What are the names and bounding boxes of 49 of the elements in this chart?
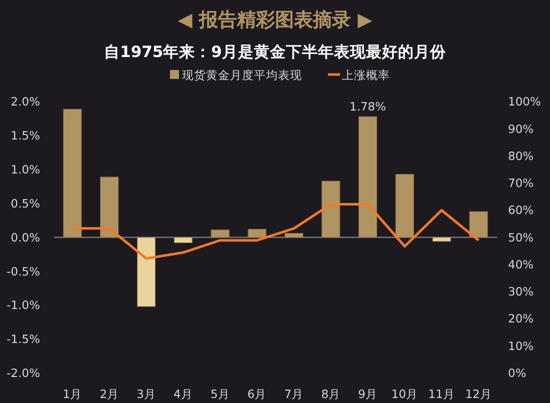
x-tick-label: 2月 [100, 387, 120, 401]
bar [322, 180, 340, 238]
y2-tick-label: 80% [508, 148, 534, 163]
y-tick-label: -1.0% [6, 298, 40, 312]
chart-subtitle: 自1975年来：9月是黄金下半年表现最好的月份 [104, 43, 447, 61]
bar [284, 232, 304, 238]
x-tick-label: 8月 [321, 387, 341, 401]
y-tick-label: -0.5% [6, 264, 40, 278]
bar [136, 237, 156, 307]
y-tick-label: -2.0% [6, 366, 40, 380]
bar [395, 174, 414, 238]
x-tick-label: 12月 [465, 387, 492, 401]
bar [100, 176, 119, 238]
bar [63, 108, 82, 238]
x-tick-label: 5月 [210, 387, 230, 401]
y2-tick-label: 70% [508, 176, 534, 190]
y-tick-label: 1.0% [10, 162, 40, 177]
y-tick-label: 2.0% [10, 94, 40, 109]
x-tick-label: 11月 [428, 387, 455, 401]
x-tick-label: 9月 [358, 387, 378, 401]
x-tick-label: 10月 [391, 387, 418, 401]
y2-tick-label: 30% [508, 284, 534, 299]
y-tick-label: -1.5% [6, 332, 40, 346]
bar [469, 211, 488, 238]
x-tick-label: 6月 [247, 387, 267, 401]
y-tick-label: 0.0% [10, 230, 40, 244]
y2-tick-label: 60% [508, 203, 534, 218]
legend-label: 现货黄金月度平均表现 [182, 68, 302, 82]
y2-tick-label: 90% [508, 122, 534, 136]
data-label: 1.78% [350, 100, 386, 114]
y-tick-label: 1.5% [10, 128, 40, 143]
bar [432, 237, 451, 242]
chart-title: ◀ 报告精彩图表摘录 ▶ [178, 9, 373, 31]
y2-tick-label: 0% [508, 366, 526, 380]
y2-tick-label: 20% [508, 312, 534, 326]
legend-label: 上涨概率 [342, 68, 390, 82]
x-tick-label: 4月 [174, 387, 193, 401]
bar [248, 228, 266, 238]
y2-tick-label: 40% [508, 257, 534, 272]
y-tick-label: 0.5% [10, 196, 40, 210]
y2-tick-label: 100% [508, 94, 541, 109]
bar [210, 230, 230, 238]
y2-tick-label: 10% [508, 338, 534, 353]
x-tick-label: 7月 [284, 387, 304, 401]
y2-tick-label: 50% [508, 230, 534, 244]
x-tick-label: 1月 [62, 387, 82, 401]
x-tick-label: 3月 [136, 387, 156, 401]
bar [174, 237, 193, 244]
bar [358, 116, 378, 238]
